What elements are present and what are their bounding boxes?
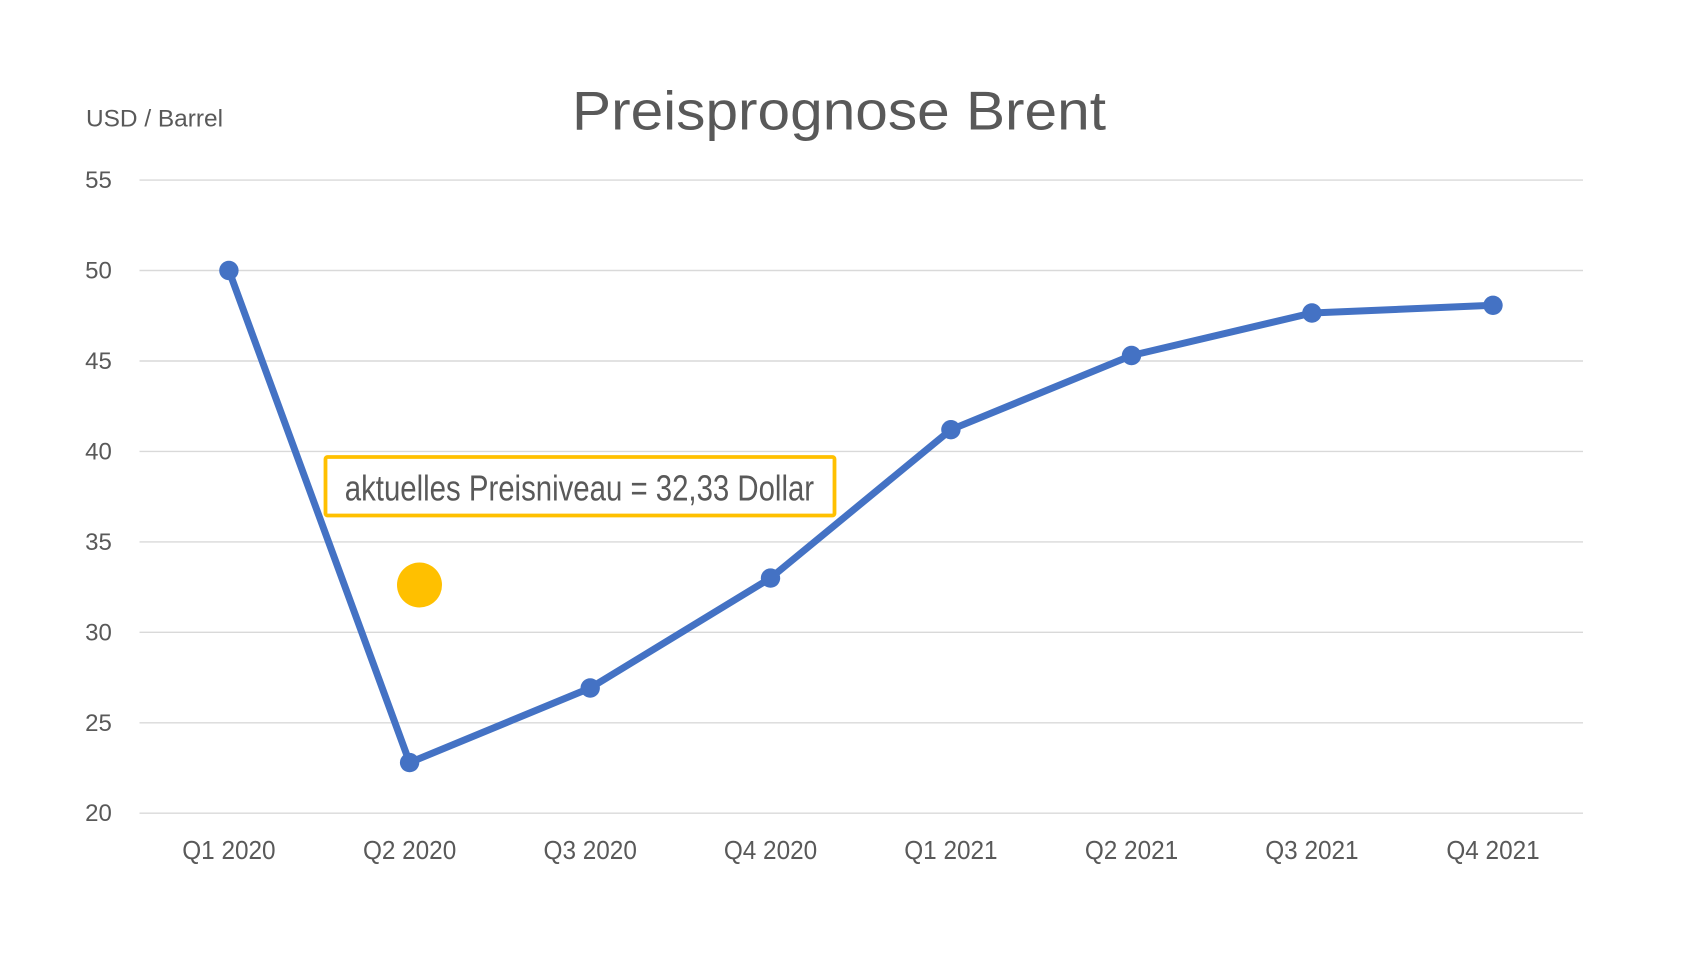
svg-text:Q1 2021: Q1 2021 (904, 835, 997, 865)
svg-text:20: 20 (85, 800, 112, 827)
svg-text:Preisprognose Brent: Preisprognose Brent (572, 79, 1106, 141)
svg-text:40: 40 (85, 438, 112, 465)
svg-text:Q2 2021: Q2 2021 (1085, 835, 1178, 865)
svg-text:Q3 2021: Q3 2021 (1265, 835, 1358, 865)
svg-text:USD / Barrel: USD / Barrel (86, 105, 223, 132)
svg-text:45: 45 (85, 348, 112, 375)
svg-text:Q1 2020: Q1 2020 (182, 835, 275, 865)
svg-text:25: 25 (85, 710, 112, 737)
svg-text:30: 30 (85, 619, 112, 646)
svg-text:Q3 2020: Q3 2020 (544, 835, 637, 865)
svg-text:Q4 2021: Q4 2021 (1446, 835, 1539, 865)
svg-text:35: 35 (85, 529, 112, 556)
svg-text:Q4 2020: Q4 2020 (724, 835, 817, 865)
svg-text:aktuelles Preisniveau = 32,33: aktuelles Preisniveau = 32,33 Dollar (345, 468, 814, 509)
svg-text:50: 50 (85, 258, 112, 285)
svg-text:Q2 2020: Q2 2020 (363, 835, 456, 865)
svg-text:55: 55 (85, 167, 112, 194)
